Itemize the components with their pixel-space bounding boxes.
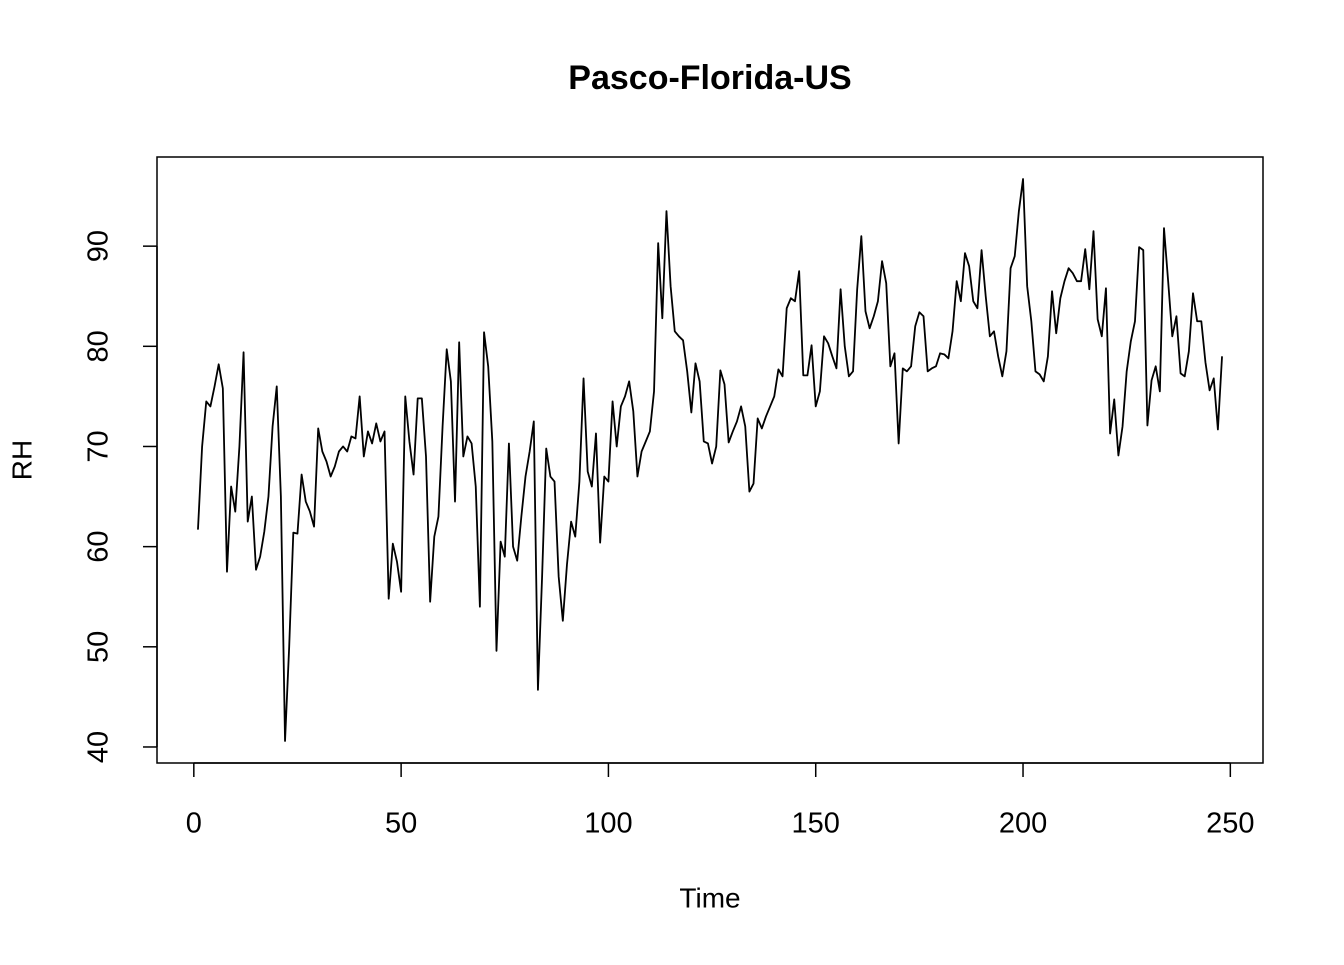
chart-title: Pasco-Florida-US xyxy=(568,59,851,97)
y-tick-label: 40 xyxy=(83,731,115,763)
x-tick-label: 100 xyxy=(584,808,632,840)
x-axis-label: Time xyxy=(679,882,740,913)
x-tick-label: 50 xyxy=(385,808,417,840)
data-line xyxy=(197,178,1223,742)
x-tick-label: 0 xyxy=(186,808,202,840)
y-tick-label: 50 xyxy=(83,631,115,663)
x-tick-label: 150 xyxy=(792,808,840,840)
plot-frame xyxy=(156,156,1264,764)
y-tick-label: 60 xyxy=(83,531,115,563)
y-tick-label: 70 xyxy=(83,430,115,462)
x-tick-label: 250 xyxy=(1206,808,1254,840)
y-axis-label: RH xyxy=(6,440,37,480)
x-tick-label: 200 xyxy=(999,808,1047,840)
y-tick-label: 90 xyxy=(83,230,115,262)
y-tick-label: 80 xyxy=(83,330,115,362)
